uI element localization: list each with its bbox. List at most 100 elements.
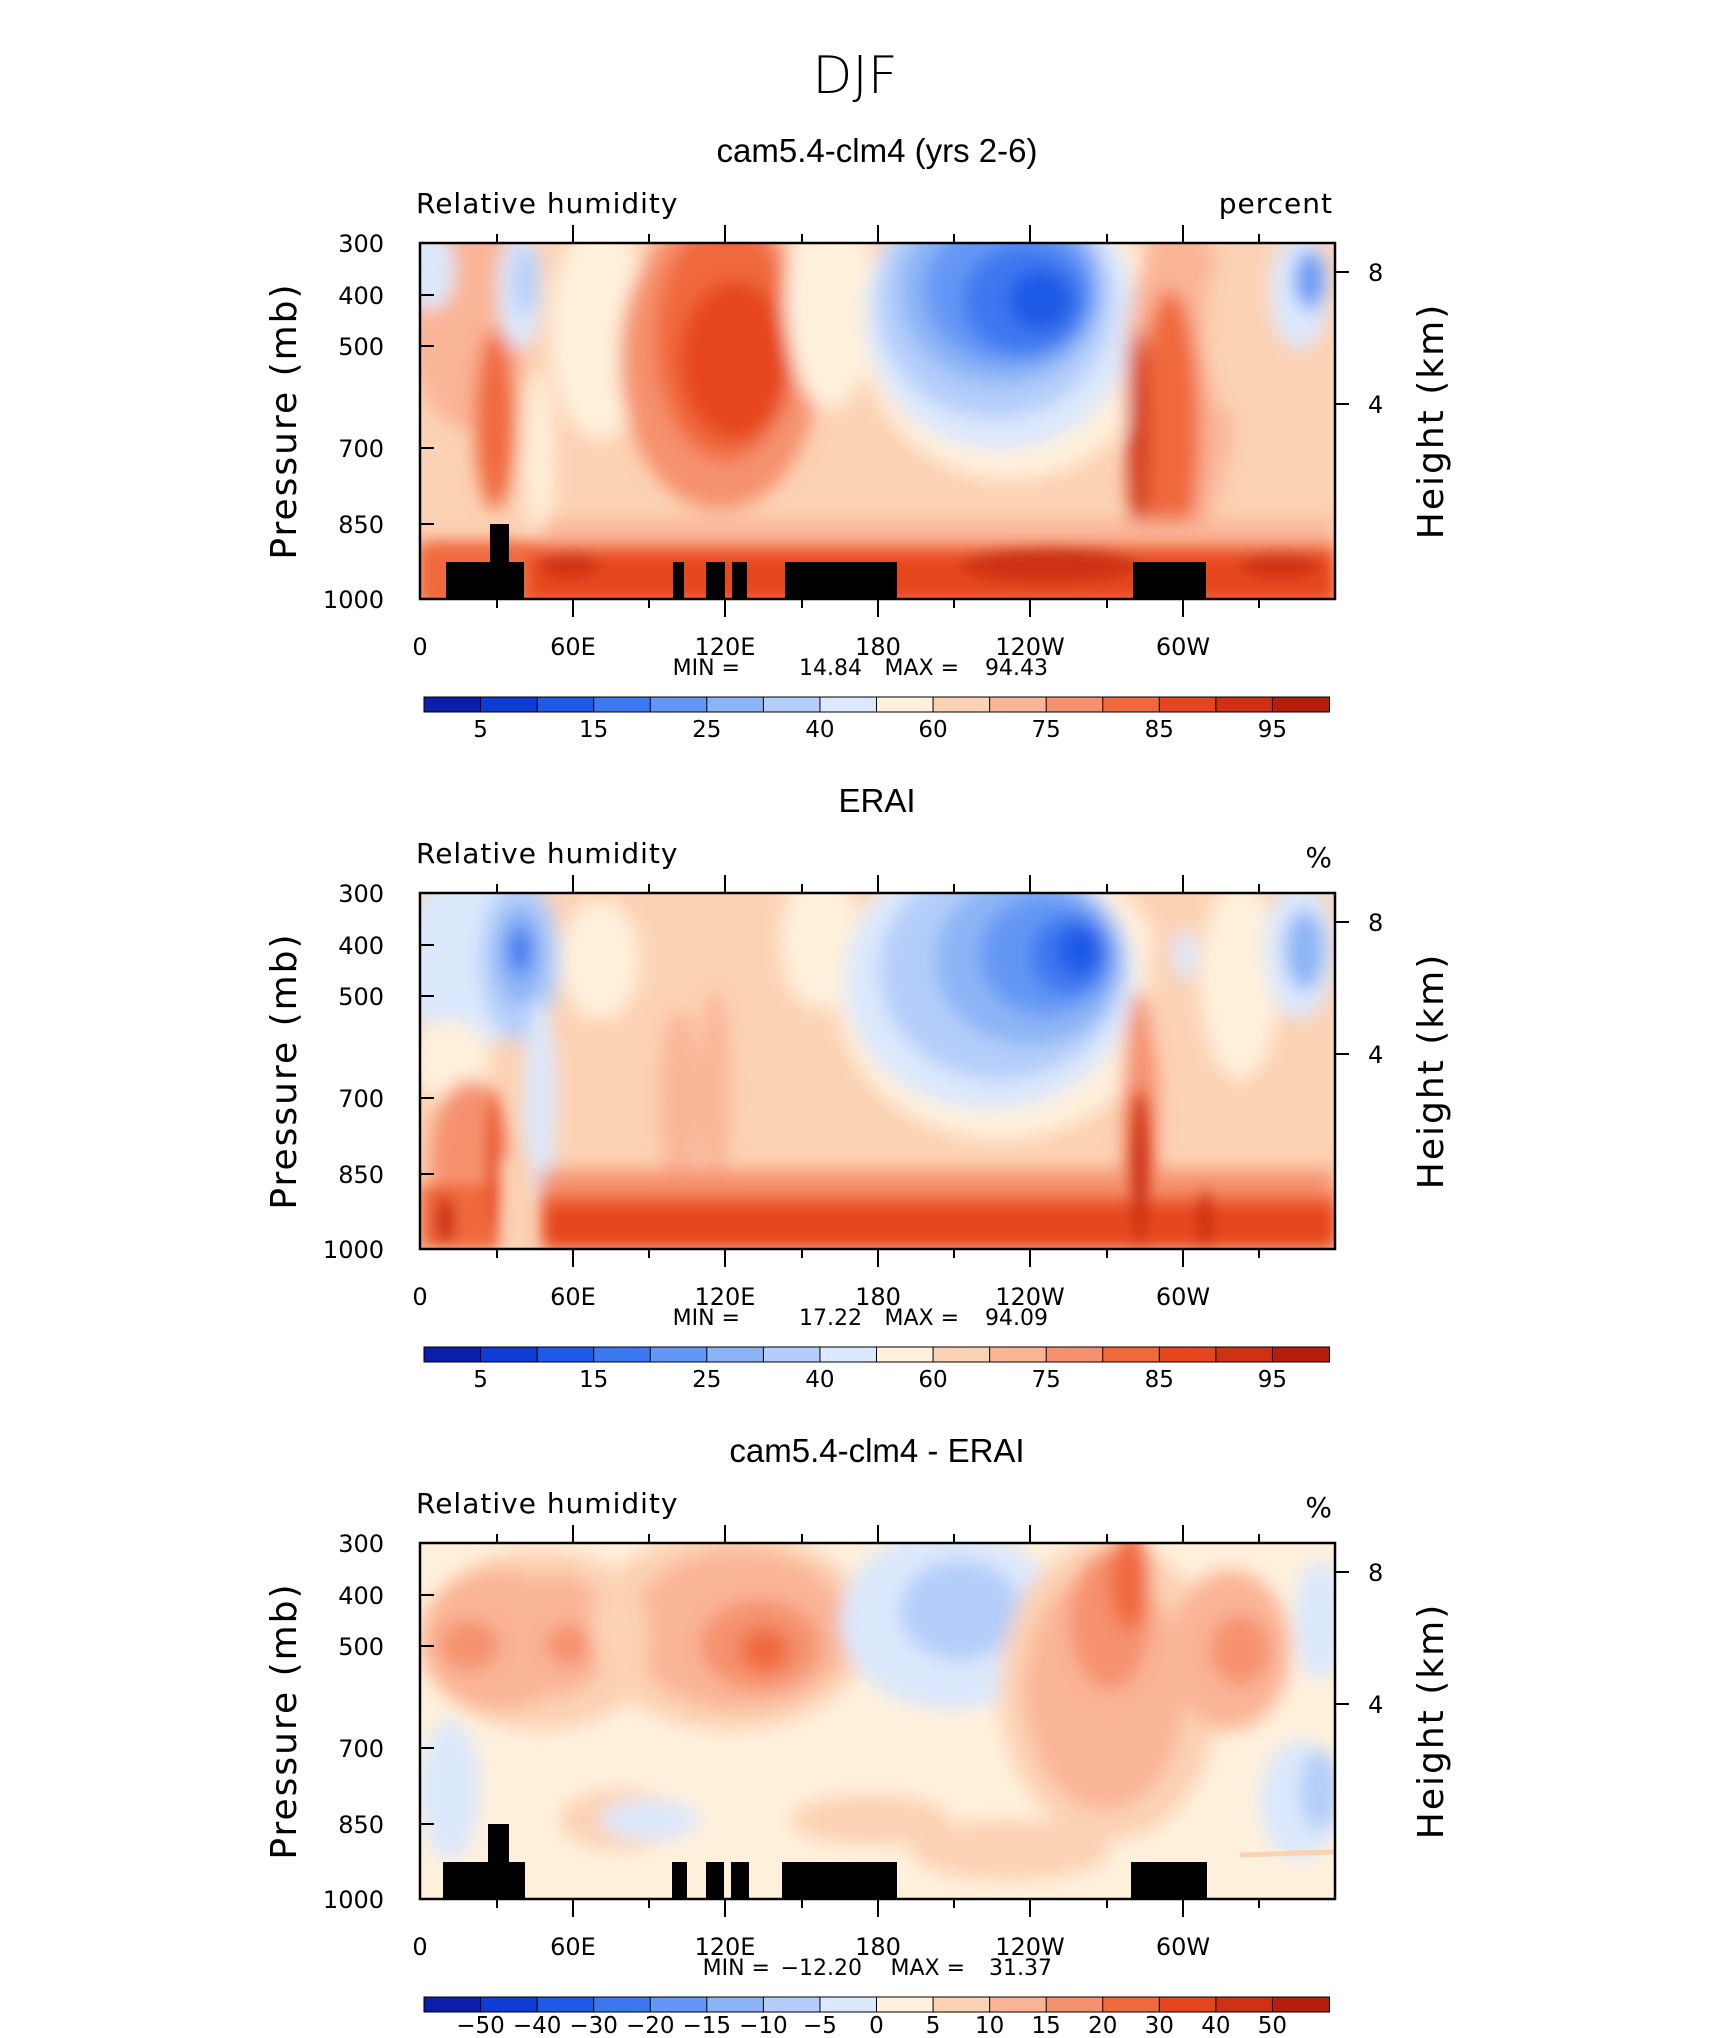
x-tick-0: 0 xyxy=(412,1283,427,1311)
variable-label: Relative humidity xyxy=(416,187,678,220)
x-tick-0: 0 xyxy=(412,1933,427,1961)
x-tick-180: 180 xyxy=(855,1933,901,1961)
y-tick-500: 500 xyxy=(338,1633,384,1661)
x-tick-120e: 120E xyxy=(695,1933,756,1961)
figure-title: DJF xyxy=(812,46,897,106)
colorbar-swatch xyxy=(876,1996,935,2013)
y-tick-1000: 1000 xyxy=(323,586,384,614)
colorbar-swatch xyxy=(1045,1346,1104,1363)
colorbar-swatch xyxy=(1215,1996,1274,2013)
min-value: −12.20 xyxy=(781,1956,862,1981)
colorbar-swatch xyxy=(1158,1346,1217,1363)
y-axis-label: Pressure (mb) xyxy=(264,1582,305,1859)
x-tick-60e: 60E xyxy=(550,1933,596,1961)
colorbar-swatch xyxy=(1045,1996,1104,2013)
colorbar-swatch xyxy=(423,1996,482,2013)
min-max-readout: MIN = 17.22 MAX = 94.09 xyxy=(673,1306,1048,1331)
y-axis-label-right: Height (km) xyxy=(1411,303,1452,539)
colorbar-label: −10 xyxy=(739,2013,788,2038)
colorbar-swatch xyxy=(1102,696,1161,713)
x-tick-120e: 120E xyxy=(695,633,756,661)
height-tick-4: 4 xyxy=(1368,1041,1383,1069)
panel-difference: cam5.4-clm4 - ERAI Relative humidity % xyxy=(264,1432,1452,2038)
colorbar-swatch xyxy=(649,1996,708,2013)
colorbar-swatch xyxy=(593,1996,652,2013)
colorbar-label: 15 xyxy=(1032,2013,1061,2038)
axes: 300 400 500 700 850 1000 8 4 0 60E 120E … xyxy=(264,1525,1452,1961)
units-label: % xyxy=(1305,841,1333,874)
colorbar-label: 50 xyxy=(1258,2013,1287,2038)
colorbar-swatch xyxy=(1102,1996,1161,2013)
y-tick-850: 850 xyxy=(338,511,384,539)
colorbar-swatch xyxy=(593,696,652,713)
height-tick-8: 8 xyxy=(1368,259,1383,287)
colorbar-label: 60 xyxy=(918,1367,947,1393)
y-tick-850: 850 xyxy=(338,1811,384,1839)
x-tick-60w: 60W xyxy=(1156,633,1210,661)
colorbar-swatch xyxy=(423,696,482,713)
colorbar-label: 5 xyxy=(926,2013,941,2038)
colorbar-swatch xyxy=(593,1346,652,1363)
min-label: MIN = xyxy=(673,656,740,681)
y-axis-label-right: Height (km) xyxy=(1411,1603,1452,1839)
colorbar-label: 30 xyxy=(1145,2013,1174,2038)
panel-model: cam5.4-clm4 (yrs 2-6) Relative humidity … xyxy=(264,132,1452,743)
colorbar-swatch xyxy=(1271,696,1330,713)
colorbar: 5 15 25 40 60 75 85 95 xyxy=(423,1346,1330,1393)
colorbar-swatch xyxy=(762,1996,821,2013)
colorbar-swatch xyxy=(706,1996,765,2013)
min-value: 17.22 xyxy=(799,1306,862,1331)
colorbar-label: 75 xyxy=(1032,1367,1061,1393)
x-tick-120w: 120W xyxy=(995,1933,1065,1961)
min-value: 14.84 xyxy=(799,656,862,681)
x-tick-60w: 60W xyxy=(1156,1283,1210,1311)
y-tick-300: 300 xyxy=(338,1530,384,1558)
colorbar-label: 60 xyxy=(918,717,947,743)
colorbar-swatch xyxy=(536,696,595,713)
colorbar-swatch xyxy=(480,1346,539,1363)
colorbar-swatch xyxy=(762,1346,821,1363)
max-value: 94.43 xyxy=(985,656,1048,681)
y-tick-850: 850 xyxy=(338,1161,384,1189)
axes: 300 400 500 700 850 1000 8 4 0 60E 120E … xyxy=(264,225,1452,661)
x-tick-60w: 60W xyxy=(1156,1933,1210,1961)
y-axis-label: Pressure (mb) xyxy=(264,282,305,559)
y-tick-700: 700 xyxy=(338,435,384,463)
units-label: percent xyxy=(1219,187,1333,220)
colorbar-label: 15 xyxy=(579,1367,608,1393)
max-value: 94.09 xyxy=(985,1306,1048,1331)
colorbar-swatch xyxy=(706,1346,765,1363)
y-tick-1000: 1000 xyxy=(323,1886,384,1914)
variable-label: Relative humidity xyxy=(416,1487,678,1520)
colorbar-swatch xyxy=(649,1346,708,1363)
y-axis-label: Pressure (mb) xyxy=(264,932,305,1209)
colorbar-label: 40 xyxy=(805,1367,834,1393)
contour-field xyxy=(420,1543,1335,1899)
colorbar-label: 40 xyxy=(805,717,834,743)
colorbar-swatch xyxy=(1158,696,1217,713)
max-label: MAX = xyxy=(890,1956,965,1981)
x-tick-180: 180 xyxy=(855,1283,901,1311)
colorbar-label: −50 xyxy=(456,2013,505,2038)
units-label: % xyxy=(1305,1491,1333,1524)
colorbar: −50 −40 −30 −20 −15 −10 −5 0 5 10 15 20 30 40 50 xyxy=(423,1996,1330,2038)
min-label: MIN = xyxy=(703,1956,770,1981)
y-tick-700: 700 xyxy=(338,1735,384,1763)
max-label: MAX = xyxy=(884,656,959,681)
colorbar-swatch xyxy=(819,1996,878,2013)
colorbar-swatch xyxy=(989,1346,1048,1363)
x-tick-120e: 120E xyxy=(695,1283,756,1311)
colorbar-swatch xyxy=(932,1346,991,1363)
colorbar-swatch xyxy=(876,696,935,713)
colorbar-label: −5 xyxy=(803,2013,837,2038)
y-tick-500: 500 xyxy=(338,983,384,1011)
x-tick-120w: 120W xyxy=(995,1283,1065,1311)
colorbar-swatch xyxy=(932,696,991,713)
contour-field xyxy=(420,243,1335,599)
colorbar-swatch xyxy=(989,696,1048,713)
panel-title: cam5.4-clm4 (yrs 2-6) xyxy=(717,132,1038,169)
min-max-readout: MIN = −12.20 MAX = 31.37 xyxy=(703,1956,1052,1981)
colorbar-swatch xyxy=(932,1996,991,2013)
axes: 300 400 500 700 850 1000 8 4 0 60E 120E … xyxy=(264,875,1452,1311)
